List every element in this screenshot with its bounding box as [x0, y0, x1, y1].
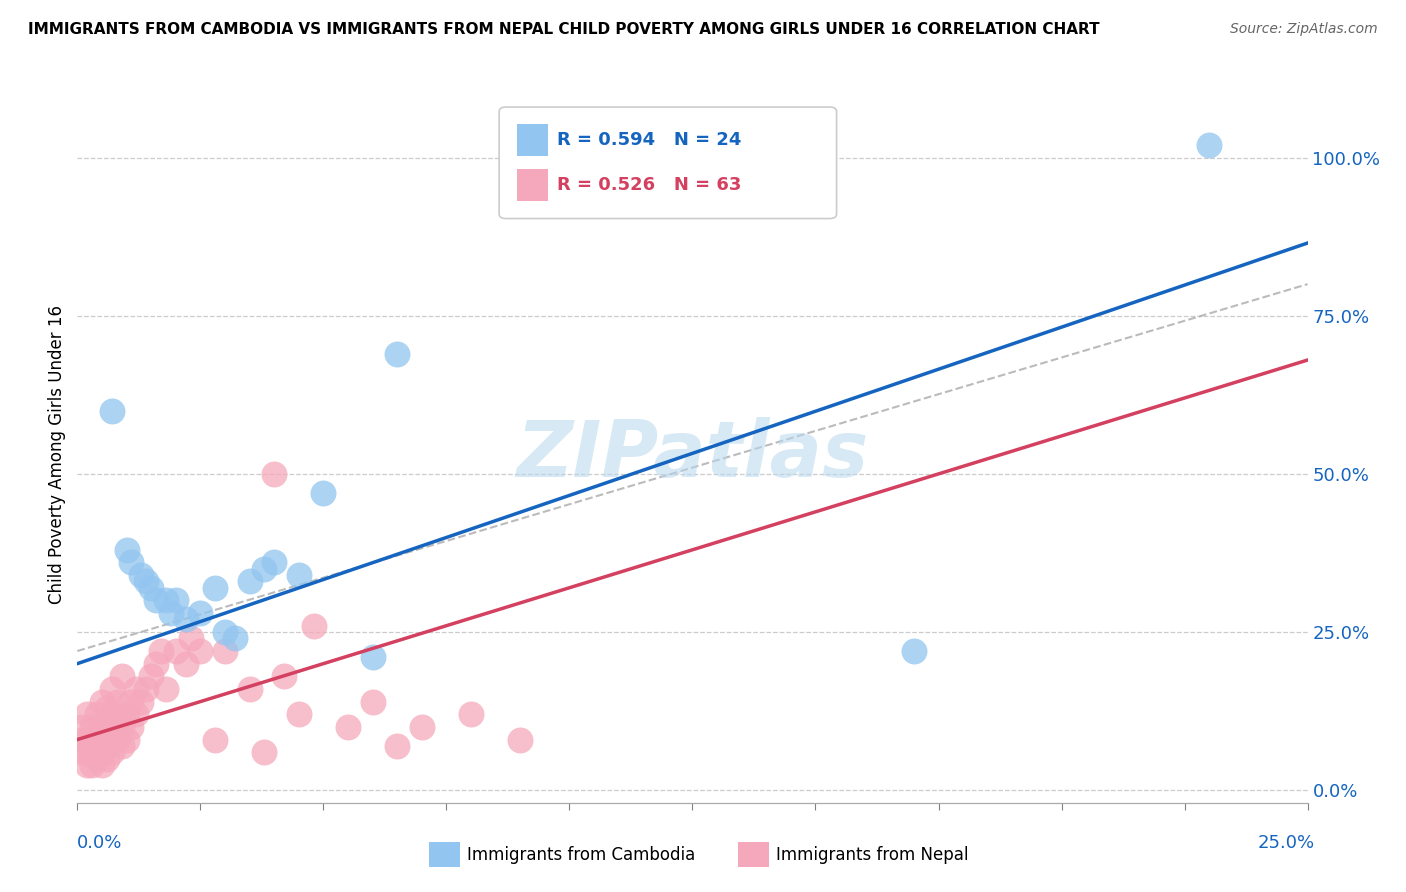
Point	[174, 657, 197, 671]
Point	[145, 593, 167, 607]
Point	[115, 542, 138, 557]
Point	[121, 556, 143, 570]
Point	[174, 612, 197, 626]
Point	[90, 720, 114, 734]
Point	[129, 568, 153, 582]
Point	[101, 681, 124, 696]
Point	[82, 757, 104, 772]
Point	[361, 695, 384, 709]
Point	[115, 732, 138, 747]
Point	[76, 707, 98, 722]
Text: 0.0%: 0.0%	[77, 834, 122, 852]
Point	[155, 593, 177, 607]
Point	[121, 695, 143, 709]
Text: Immigrants from Nepal: Immigrants from Nepal	[776, 846, 969, 863]
Point	[86, 739, 108, 753]
Text: 25.0%: 25.0%	[1257, 834, 1315, 852]
Point	[165, 593, 187, 607]
Point	[115, 707, 138, 722]
Point	[361, 650, 384, 665]
Point	[141, 581, 163, 595]
Point	[90, 745, 114, 759]
Point	[82, 745, 104, 759]
Point	[105, 714, 128, 728]
Point	[312, 486, 335, 500]
Point	[385, 347, 409, 361]
Point	[90, 732, 114, 747]
Point	[86, 707, 108, 722]
Point	[253, 745, 276, 759]
Y-axis label: Child Poverty Among Girls Under 16: Child Poverty Among Girls Under 16	[48, 305, 66, 605]
Point	[165, 644, 187, 658]
Point	[101, 745, 124, 759]
Text: R = 0.594   N = 24: R = 0.594 N = 24	[557, 131, 741, 149]
Point	[1198, 138, 1220, 153]
Point	[239, 681, 262, 696]
Point	[204, 581, 226, 595]
Point	[76, 732, 98, 747]
Point	[239, 574, 262, 589]
Point	[135, 681, 157, 696]
Text: R = 0.526   N = 63: R = 0.526 N = 63	[557, 176, 741, 194]
Point	[155, 681, 177, 696]
Point	[273, 669, 295, 683]
Point	[263, 467, 285, 481]
Point	[125, 681, 148, 696]
Point	[90, 757, 114, 772]
Point	[111, 739, 132, 753]
Point	[101, 707, 124, 722]
Point	[460, 707, 482, 722]
Point	[188, 606, 212, 620]
Point	[253, 562, 276, 576]
Point	[70, 720, 93, 734]
Point	[141, 669, 163, 683]
Point	[96, 739, 118, 753]
Point	[96, 720, 118, 734]
Point	[214, 644, 236, 658]
Point	[111, 720, 132, 734]
Point	[180, 632, 202, 646]
Point	[101, 403, 124, 417]
Point	[903, 644, 925, 658]
Point	[96, 701, 118, 715]
Point	[76, 745, 98, 759]
Point	[214, 625, 236, 640]
Point	[385, 739, 409, 753]
Text: ZIPatlas: ZIPatlas	[516, 417, 869, 493]
Point	[145, 657, 167, 671]
Point	[188, 644, 212, 658]
Point	[224, 632, 246, 646]
Text: IMMIGRANTS FROM CAMBODIA VS IMMIGRANTS FROM NEPAL CHILD POVERTY AMONG GIRLS UNDE: IMMIGRANTS FROM CAMBODIA VS IMMIGRANTS F…	[28, 22, 1099, 37]
Point	[121, 720, 143, 734]
Point	[129, 695, 153, 709]
Point	[70, 745, 93, 759]
Point	[96, 751, 118, 765]
Point	[76, 757, 98, 772]
Point	[160, 606, 183, 620]
Text: Immigrants from Cambodia: Immigrants from Cambodia	[467, 846, 695, 863]
Point	[263, 556, 285, 570]
Point	[82, 720, 104, 734]
Point	[105, 732, 128, 747]
Point	[411, 720, 433, 734]
Point	[302, 618, 325, 632]
Point	[135, 574, 157, 589]
Point	[288, 568, 311, 582]
Point	[288, 707, 311, 722]
Point	[86, 751, 108, 765]
Point	[150, 644, 173, 658]
Point	[82, 732, 104, 747]
Point	[105, 695, 128, 709]
Point	[111, 669, 132, 683]
Point	[125, 707, 148, 722]
Point	[337, 720, 360, 734]
Point	[70, 732, 93, 747]
Point	[90, 695, 114, 709]
Point	[509, 732, 531, 747]
Text: Source: ZipAtlas.com: Source: ZipAtlas.com	[1230, 22, 1378, 37]
Point	[204, 732, 226, 747]
Point	[101, 732, 124, 747]
